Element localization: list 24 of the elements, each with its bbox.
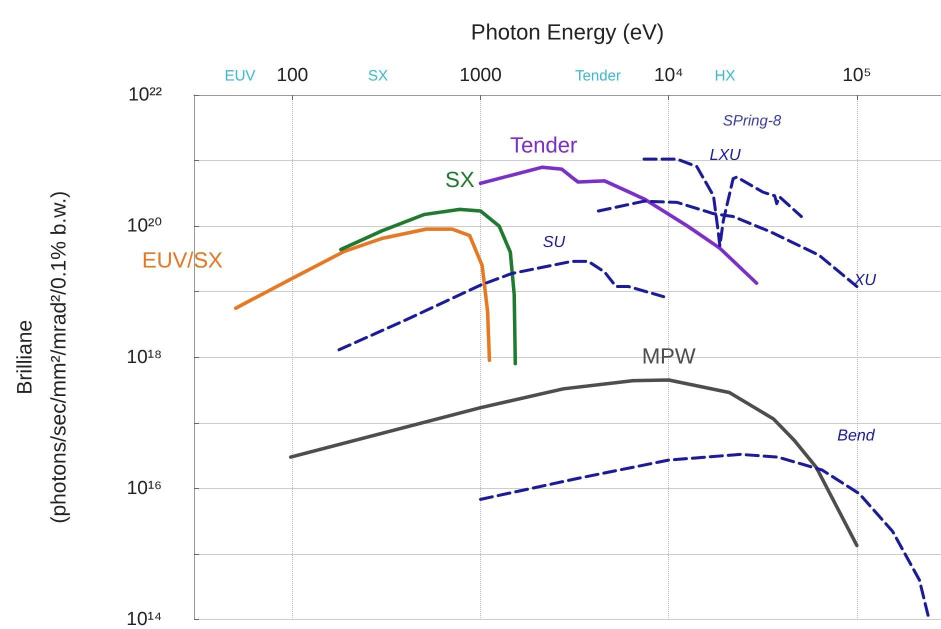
annotation: SPring-8 (722, 112, 782, 130)
y-tick-label: 10¹⁸ (126, 346, 162, 368)
y-axis-title: Brilliane (photons/sec/mm²/mrad²/0.1% b.w.) (14, 190, 70, 524)
x-tick-label: 10⁴ (654, 65, 684, 86)
series-label: SU (542, 234, 566, 251)
text: HX (714, 68, 736, 84)
text: EUV (224, 68, 256, 84)
series-label: LXU (710, 147, 742, 164)
series-label: SX (445, 166, 475, 192)
text: Tender (575, 68, 621, 84)
x-tick-label: 100 (276, 65, 308, 86)
text: SX (368, 68, 388, 84)
y-tick-label: 10¹⁴ (126, 609, 162, 629)
series-label: Tender (510, 132, 578, 158)
series-label: XU (852, 272, 877, 289)
y-tick-label: 10¹⁶ (126, 478, 162, 499)
x-axis-title: Photon Energy (eV) (470, 20, 664, 44)
series-label: MPW (642, 343, 696, 368)
series-label: EUV/SX (142, 248, 224, 273)
x-tick-label: 1000 (459, 65, 502, 86)
x-tick-label: 10⁵ (842, 65, 872, 86)
series-label: Bend (837, 428, 876, 445)
y-tick-label: 10²² (128, 84, 162, 106)
y-tick-label: 10²⁰ (126, 216, 162, 237)
